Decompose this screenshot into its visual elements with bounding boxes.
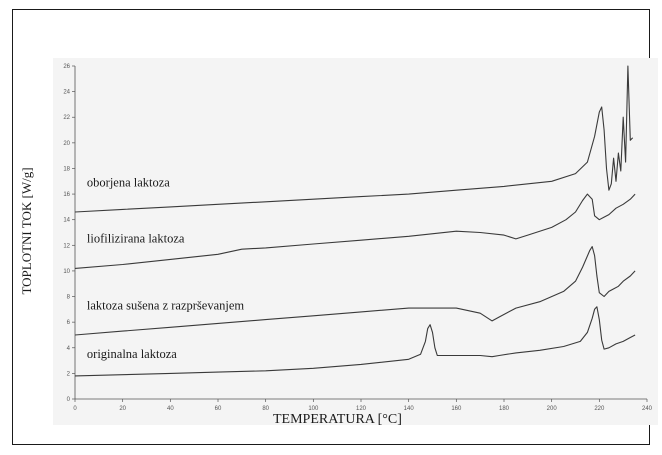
- series-label: liofilizirana laktoza: [87, 232, 185, 246]
- x-tick-label: 200: [547, 406, 558, 412]
- x-tick-label: 220: [594, 406, 605, 412]
- series-label: originalna laktoza: [87, 347, 177, 361]
- dsc-chart: 0 20 40 60 80 100 120 140 160 180 200 220 2400246810…: [63, 64, 653, 412]
- x-tick-label: 140: [404, 406, 415, 412]
- y-tick-label: 6: [67, 320, 71, 326]
- x-tick-label: 100: [308, 406, 319, 412]
- series-line: [74, 246, 636, 336]
- y-tick-label: 0: [67, 397, 71, 403]
- x-tick-label: 80: [262, 406, 269, 412]
- y-tick-label: 10: [63, 269, 70, 275]
- y-axis-label: TOPLOTNI TOK [W/g]: [19, 167, 34, 295]
- plot-area: 0 20 40 60 80 100 120 140 160 180 200 220 240 0 2 4 6 8 10…: [53, 58, 658, 425]
- y-tick-label: 12: [63, 243, 70, 249]
- y-tick-label: 14: [63, 218, 70, 224]
- y-tick-label: 24: [63, 90, 70, 96]
- series-label: laktoza sušena z razprševanjem: [87, 298, 244, 312]
- x-tick-label: 0: [73, 406, 77, 412]
- figure-frame: 0 20 40 60 80 100 120 140 160 180 200 220 240 0 2 4 6 8 10…: [12, 9, 658, 445]
- y-tick-label: 4: [67, 346, 71, 352]
- series-line: [74, 306, 636, 377]
- series-line: [74, 65, 634, 213]
- x-tick-label: 120: [356, 406, 367, 412]
- x-tick-label: 60: [215, 406, 222, 412]
- x-axis-label: TEMPERATURA [°C]: [273, 412, 402, 427]
- x-tick-label: 20: [119, 406, 126, 412]
- x-tick-label: 160: [451, 406, 462, 412]
- y-tick-label: 8: [67, 295, 71, 301]
- x-tick-label: 40: [167, 406, 174, 412]
- y-tick-label: 22: [63, 115, 70, 121]
- y-tick-label: 2: [67, 371, 71, 377]
- x-tick-label: 180: [499, 406, 510, 412]
- series-label: oborjena laktoza: [87, 175, 170, 189]
- y-tick-label: 26: [63, 64, 70, 70]
- y-tick-label: 18: [63, 166, 70, 172]
- x-tick-label: 240: [642, 406, 653, 412]
- y-tick-label: 16: [63, 192, 70, 198]
- y-tick-label: 20: [63, 141, 70, 147]
- series-line: [74, 193, 636, 269]
